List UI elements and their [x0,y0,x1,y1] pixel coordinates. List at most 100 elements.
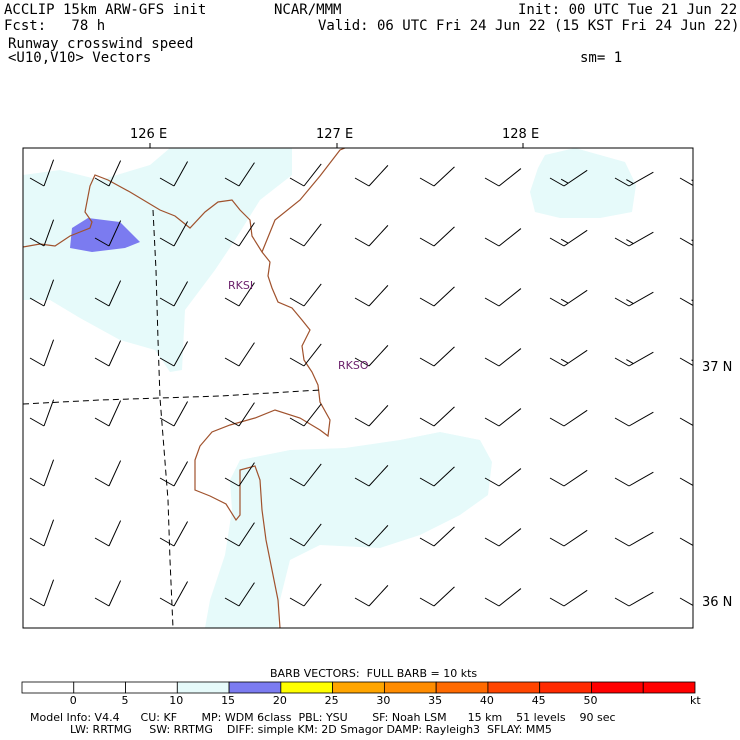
legend-color-box [125,681,178,694]
wind-barb [29,159,55,187]
light-shade-region-northeast [530,148,636,218]
wind-barb [614,291,654,307]
wind-barb [224,162,255,187]
wind-barb [224,522,255,547]
legend-color-box [176,681,230,694]
wind-barb [354,525,389,547]
legend-unit: kt [690,694,701,707]
wind-barb [29,219,55,247]
wind-barb [484,588,522,607]
legend-tick-label: 35 [428,694,443,707]
legend-tick-label: 45 [531,694,546,707]
map-frame [22,147,694,629]
model-info-line: Model Info: V4.4 CU: KF MP: WDM 6class P… [30,711,616,724]
wind-barb [29,579,55,607]
wind-barb [419,226,455,247]
blue-shade-region [70,218,140,252]
wind-barb [679,477,693,487]
wind-barb [289,583,322,607]
wind-barb [94,460,122,487]
organization-label: NCAR/MMM [274,2,342,18]
legend-tick-label: 10 [169,694,184,707]
wind-barb [614,591,654,607]
wind-barb [679,297,693,307]
wind-barb [289,163,322,187]
map-fill-layer [23,148,636,628]
legend-color-box [383,681,437,694]
light-shade-region-northwest [23,148,292,372]
legend-tick-label: 20 [272,694,287,707]
lon-label-126e: 126 E [130,127,168,142]
lon-label-128e: 128 E [502,127,540,142]
wind-barb [614,531,654,547]
province-border [23,389,321,405]
coastline-layer [23,148,346,628]
wind-barb [289,223,322,247]
coastline [261,148,346,253]
wind-barb [614,351,654,367]
wind-barb [94,400,122,427]
legend-color-box [73,681,126,694]
legend-title: BARB VECTORS: FULL BARB = 10 kts [270,667,478,680]
wind-barb [484,528,522,547]
wind-barb [419,466,455,487]
wind-barb [484,288,522,307]
wind-barb [679,597,693,607]
wind-barb [159,581,189,607]
wind-barb [484,348,522,367]
wind-barb [94,520,122,547]
wind-barb [354,345,389,367]
wind-barb [614,471,654,487]
wind-barb [29,279,55,307]
wind-barb [679,417,693,427]
wind-barb [289,523,322,547]
station-rksi: RKSI [228,279,254,292]
model-title: ACCLIP 15km ARW-GFS init [4,2,207,18]
wind-barb [94,160,122,187]
wind-barb [159,161,189,187]
wind-barb [549,409,588,427]
longitude-ticks [149,143,524,148]
legend-tick-label: 30 [376,694,391,707]
physics-info-line: LW: RRTMG SW: RRTMG DIFF: simple KM: 2D … [70,723,552,736]
wind-barb [419,166,455,187]
valid-time: Valid: 06 UTC Fri 24 Jun 22 (15 KST Fri … [318,18,740,34]
wind-barb [549,169,588,187]
wind-barb-layer [29,159,693,607]
wind-barb [549,469,588,487]
legend-tick-label: 25 [324,694,339,707]
wind-barb [224,462,255,487]
wind-barb [419,586,455,607]
lat-label-36n: 36 N [702,595,733,610]
wind-barb [549,289,588,307]
lon-label-127e: 127 E [316,127,354,142]
color-legend [21,681,696,694]
wind-barb [484,468,522,487]
wind-barb [614,411,654,427]
wind-barb [679,237,693,247]
wind-barb [94,580,122,607]
wind-barb [679,177,693,187]
wind-barb [224,282,255,307]
wind-barb [94,280,122,307]
wind-barb [29,399,55,427]
wind-barb [419,406,455,427]
wind-barb [614,171,654,187]
wind-barb [289,403,322,427]
legend-tick-label: 15 [221,694,236,707]
wind-barb [354,405,389,427]
wind-barb [679,537,693,547]
wind-barb [224,582,255,607]
wind-barb [94,220,122,247]
lat-label-37n: 37 N [702,360,733,375]
legend-tick-label: 0 [69,694,77,707]
wind-barb [224,342,255,367]
legend-color-box [280,681,334,694]
wind-barb [354,165,389,187]
wind-barb [159,401,189,427]
legend-color-box [332,681,385,694]
wind-barb [354,585,389,607]
legend-color-box [591,681,644,694]
wind-barb [159,461,189,487]
